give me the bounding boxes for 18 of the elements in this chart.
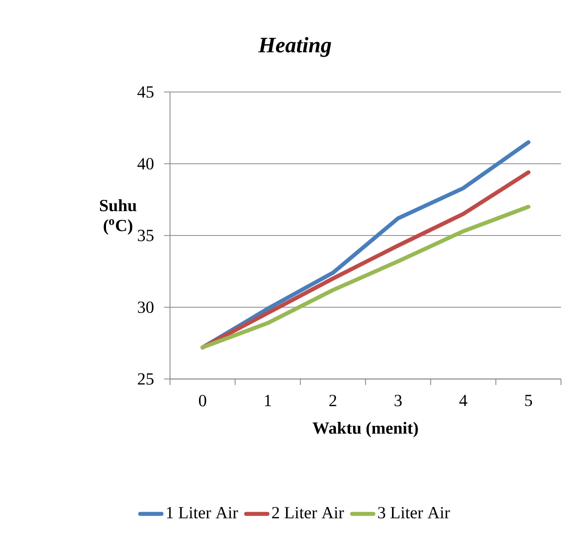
x-axis-title: Waktu (menit) — [312, 422, 418, 438]
y-tick-label: 35 — [138, 230, 154, 242]
x-tick-label: 2 — [329, 394, 336, 406]
chart-title: Heating — [258, 37, 332, 57]
y-axis-title: Suhu ($^{o}$C) — [100, 199, 136, 235]
x-tick-label: 5 — [525, 394, 532, 406]
x-tick-label: 4 — [459, 394, 468, 406]
y-tick-label: 45 — [137, 86, 154, 98]
legend-label: 3 Liter Air — [378, 506, 450, 518]
legend-label: 2 Liter Air — [272, 506, 344, 518]
line-series — [200, 204, 530, 350]
y-tick-label: 25 — [138, 373, 154, 385]
x-tick-label: 3 — [394, 394, 402, 406]
y-tick-label: 40 — [137, 158, 154, 170]
legend-label: 1 Liter Air — [166, 506, 238, 518]
x-tick-label: 0 — [198, 394, 206, 406]
x-tick-label: 1 — [265, 394, 271, 406]
y-tick-label: 30 — [138, 302, 154, 313]
